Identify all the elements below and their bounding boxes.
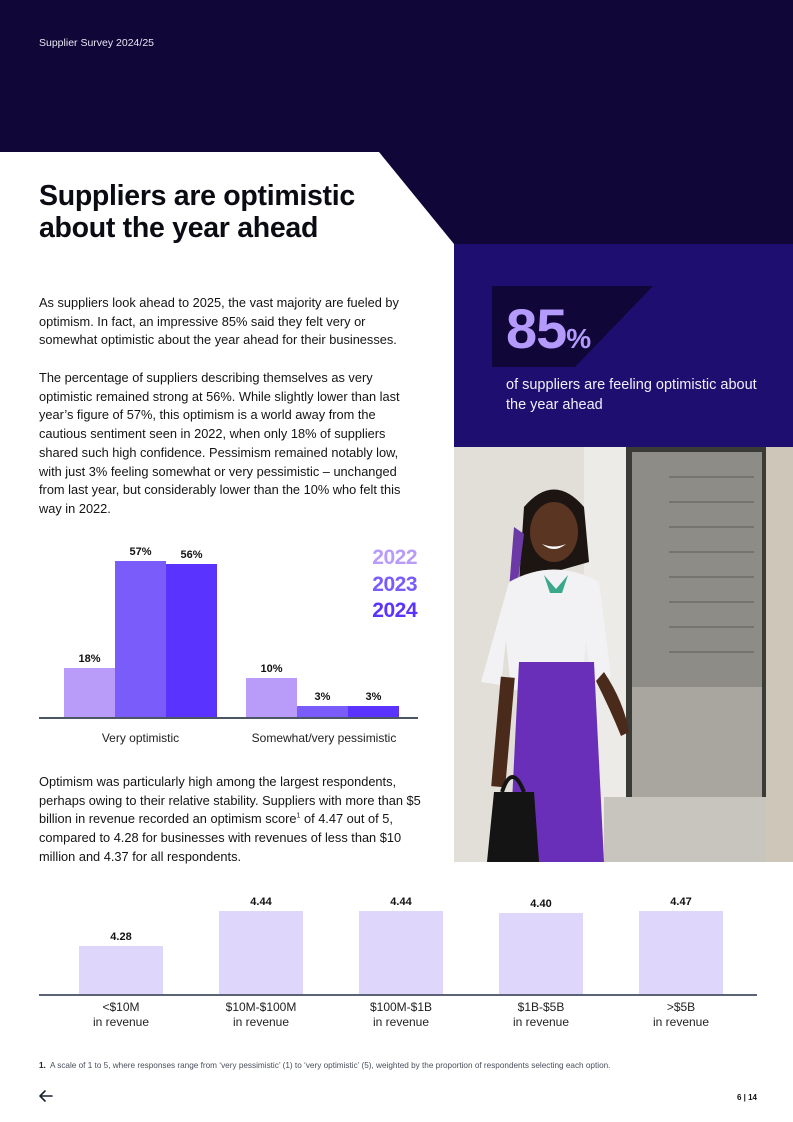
arrow-left-icon — [39, 1090, 53, 1102]
title-line-2: about the year ahead — [39, 212, 319, 244]
value-label: 4.40 — [530, 898, 552, 910]
value-label: 57% — [129, 546, 152, 558]
x-axis-line — [39, 717, 418, 719]
value-label: 4.28 — [110, 931, 132, 943]
title-line-1: Suppliers are optimistic — [39, 180, 355, 212]
survey-label: Supplier Survey 2024/25 — [39, 37, 154, 49]
bar-very-optimistic-2024 — [166, 564, 217, 717]
legend-2024: 2024 — [372, 599, 417, 622]
header-diagonal-cut — [0, 152, 454, 252]
bar-very-optimistic-2022 — [64, 668, 115, 717]
back-button[interactable] — [37, 1087, 55, 1105]
footnote-text: A scale of 1 to 5, where responses range… — [49, 1061, 611, 1070]
intro-paragraph: As suppliers look ahead to 2025, the vas… — [39, 295, 399, 348]
value-label: 3% — [365, 691, 382, 703]
bar-over-5b — [639, 911, 723, 994]
photo-illustration — [454, 447, 793, 862]
value-label: 4.47 — [670, 896, 692, 908]
bar-pessimistic-2024 — [348, 706, 399, 717]
stat-unit: % — [566, 323, 592, 354]
optimism-score-chart: 4.28 4.44 4.44 4.40 4.47 <$10M in revenue… — [39, 890, 757, 1035]
bar-under-10m — [79, 946, 163, 994]
value-label: 56% — [180, 549, 203, 561]
value-label: 4.44 — [250, 896, 272, 908]
woman-walking-photo — [454, 447, 793, 862]
bar-100m-1b — [359, 911, 443, 994]
category-label: $100M-$1B in revenue — [369, 1000, 433, 1029]
category-label: Somewhat/very pessimistic — [251, 731, 397, 745]
category-label: $10M-$100M in revenue — [225, 1000, 297, 1029]
bar-very-optimistic-2023 — [115, 561, 166, 717]
stat-callout: 85% of suppliers are feeling optimistic … — [454, 244, 793, 447]
optimism-paragraph: The percentage of suppliers describing t… — [39, 370, 401, 516]
value-label: 10% — [260, 663, 283, 675]
bar-1b-5b — [499, 913, 583, 994]
footnote-ref[interactable]: 1 — [296, 813, 301, 821]
legend-2022: 2022 — [372, 546, 417, 569]
bar-pessimistic-2022 — [246, 678, 297, 717]
page-number: 6 | 14 — [736, 1093, 757, 1102]
bar-10m-100m — [219, 911, 303, 994]
category-label: $1B-$5B in revenue — [512, 1000, 570, 1029]
value-label: 3% — [314, 691, 331, 703]
stat-number: 85% — [506, 297, 592, 360]
footnote: 1. A scale of 1 to 5, where responses ra… — [39, 1061, 610, 1070]
value-label: 18% — [78, 653, 101, 665]
legend-2023: 2023 — [372, 572, 417, 596]
category-label: >$5B in revenue — [652, 1000, 710, 1029]
category-label: <$10M in revenue — [92, 1000, 150, 1029]
category-label: Very optimistic — [101, 731, 180, 745]
page-title: Suppliers are optimistic about the year … — [39, 180, 419, 244]
x-axis-line — [39, 994, 757, 996]
value-label: 4.44 — [390, 896, 412, 908]
footnote-number: 1. — [39, 1061, 46, 1070]
stat-caption: of suppliers are feeling optimistic abou… — [506, 377, 757, 413]
revenue-paragraph: Optimism was particularly high among the… — [39, 774, 421, 864]
sentiment-bar-chart: 18% 57% 56% 10% 3% 3% Very optimistic So… — [39, 540, 419, 750]
bar-pessimistic-2023 — [297, 706, 348, 717]
chart-legend: 2022 2023 2024 — [361, 545, 417, 625]
